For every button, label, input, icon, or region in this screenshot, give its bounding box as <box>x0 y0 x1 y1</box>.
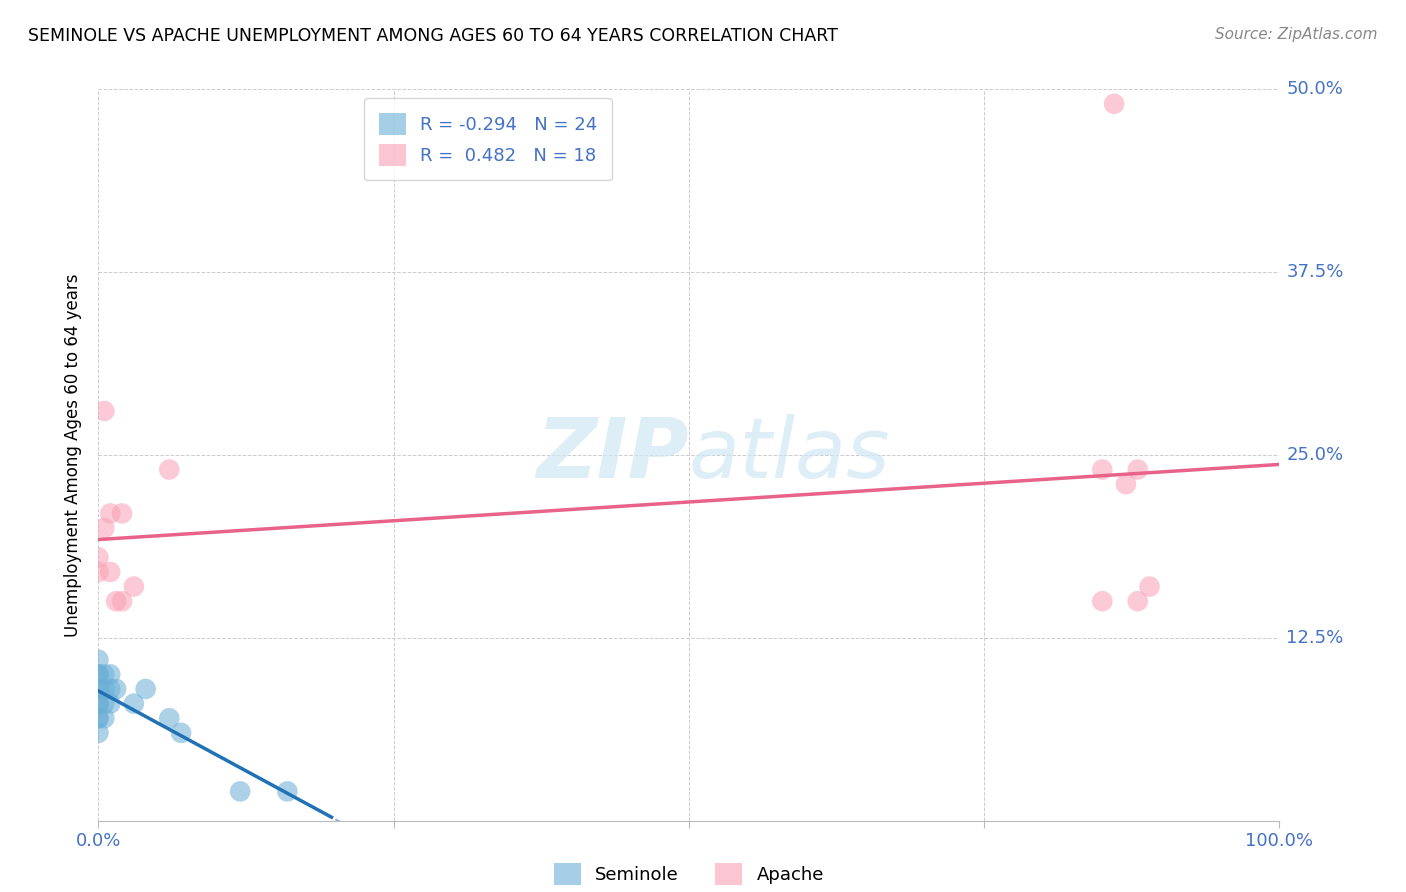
Point <box>87 711 110 725</box>
Point <box>105 681 128 696</box>
Point <box>98 681 121 696</box>
Point <box>105 594 128 608</box>
Point <box>87 667 110 681</box>
Point <box>87 550 110 565</box>
Point <box>157 711 180 725</box>
Point <box>87 653 110 667</box>
Text: atlas: atlas <box>689 415 890 495</box>
Text: 37.5%: 37.5% <box>1286 263 1344 281</box>
Text: 50.0%: 50.0% <box>1286 80 1343 98</box>
Point <box>122 697 145 711</box>
Point <box>87 726 110 740</box>
Point <box>87 565 110 579</box>
Point <box>93 711 115 725</box>
Point <box>93 521 115 535</box>
Point <box>111 507 134 521</box>
Point <box>111 594 134 608</box>
Point <box>98 565 121 579</box>
Point <box>87 711 110 725</box>
Point <box>1102 96 1125 111</box>
Point <box>229 784 252 798</box>
Point <box>157 462 180 476</box>
Text: 25.0%: 25.0% <box>1286 446 1344 464</box>
Point <box>87 697 110 711</box>
Point <box>1126 462 1149 476</box>
Text: Source: ZipAtlas.com: Source: ZipAtlas.com <box>1215 27 1378 42</box>
Point <box>1139 580 1161 594</box>
Point <box>98 697 121 711</box>
Point <box>87 697 110 711</box>
Point <box>1126 594 1149 608</box>
Text: ZIP: ZIP <box>536 415 689 495</box>
Point <box>87 681 110 696</box>
Y-axis label: Unemployment Among Ages 60 to 64 years: Unemployment Among Ages 60 to 64 years <box>65 273 83 637</box>
Point <box>93 681 115 696</box>
Point <box>87 681 110 696</box>
Point <box>135 681 157 696</box>
Point <box>93 404 115 418</box>
Point <box>276 784 298 798</box>
Point <box>1091 594 1114 608</box>
Text: 12.5%: 12.5% <box>1286 629 1344 647</box>
Point <box>1115 477 1137 491</box>
Point <box>98 507 121 521</box>
Text: SEMINOLE VS APACHE UNEMPLOYMENT AMONG AGES 60 TO 64 YEARS CORRELATION CHART: SEMINOLE VS APACHE UNEMPLOYMENT AMONG AG… <box>28 27 838 45</box>
Point <box>87 667 110 681</box>
Point <box>98 667 121 681</box>
Point <box>1091 462 1114 476</box>
Point <box>170 726 193 740</box>
Point <box>93 697 115 711</box>
Point <box>122 580 145 594</box>
Legend: Seminole, Apache: Seminole, Apache <box>547 855 831 892</box>
Point <box>93 667 115 681</box>
